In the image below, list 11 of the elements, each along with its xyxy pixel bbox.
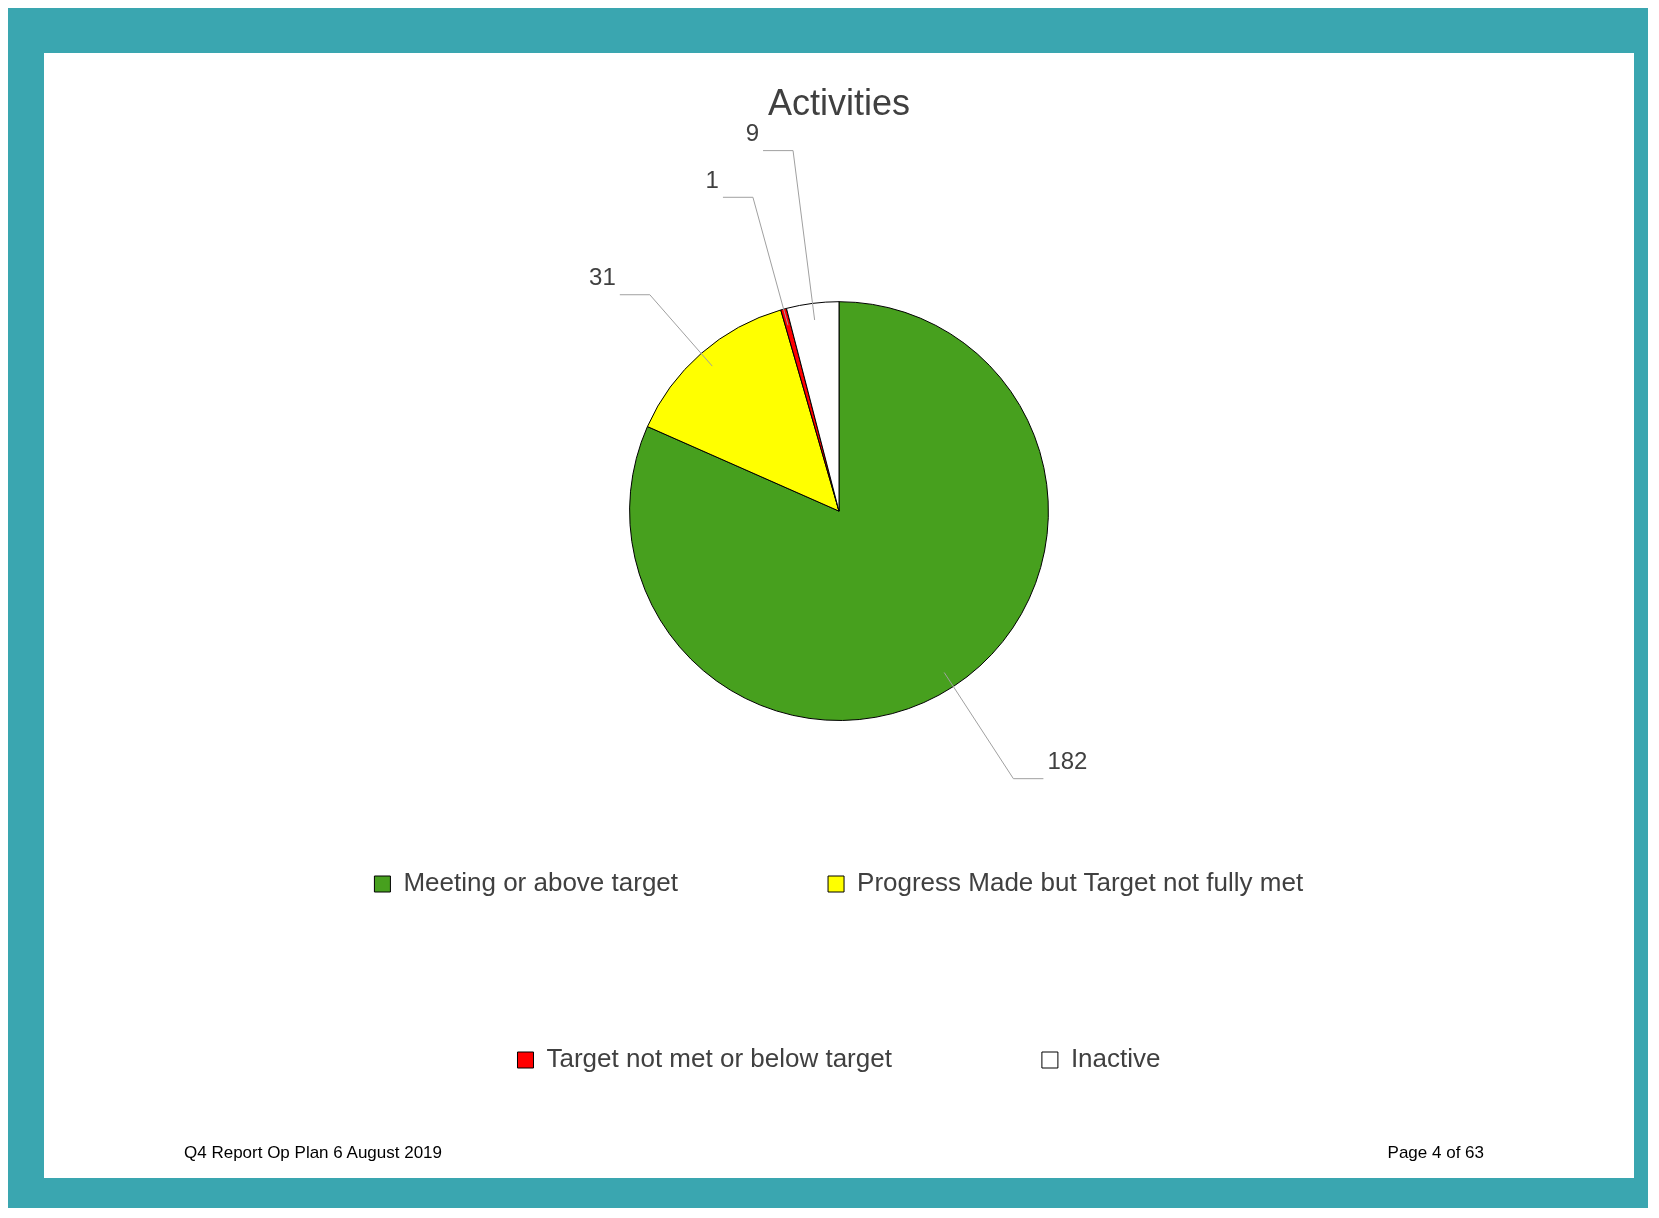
data-label: 9 bbox=[745, 119, 760, 147]
text: Page 4 of 63 bbox=[1387, 1143, 1484, 1163]
data-label: 31 bbox=[589, 263, 616, 291]
chart-title: Activities bbox=[767, 81, 911, 123]
legend-label: Inactive bbox=[1070, 1043, 1161, 1074]
data-label: 182 bbox=[1047, 747, 1088, 775]
legend-label: Meeting or above target bbox=[403, 867, 679, 898]
data-label: 1 bbox=[705, 165, 719, 193]
text: Q4 Report Op Plan 6 August 2019 bbox=[184, 1143, 443, 1163]
legend-label: Progress Made but Target not fully met bbox=[857, 867, 1304, 898]
legend-label: Target not met or below target bbox=[546, 1043, 893, 1074]
